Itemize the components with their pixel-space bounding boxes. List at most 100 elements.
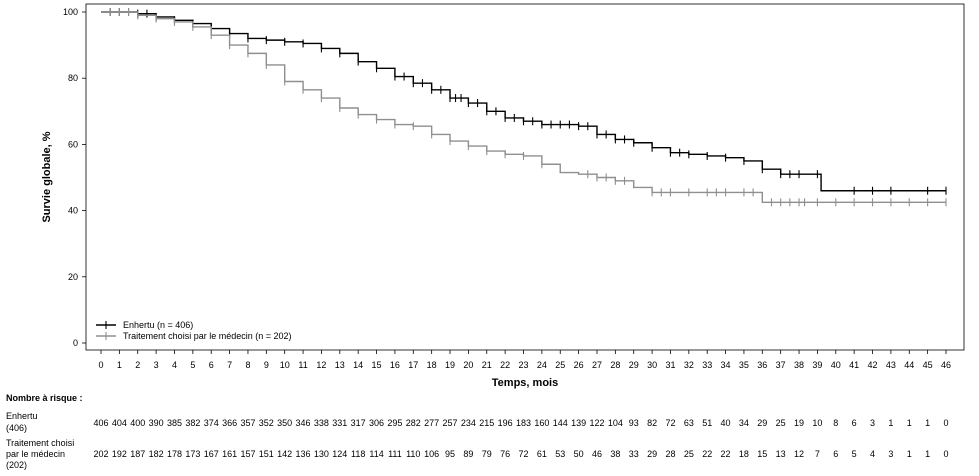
risk-value: 114 xyxy=(369,449,383,459)
x-tick-label: 0 xyxy=(98,360,103,370)
risk-value: 15 xyxy=(757,449,767,459)
risk-value: 104 xyxy=(608,418,623,428)
legend-label-tpc: Traitement choisi par le médecin (n = 20… xyxy=(123,331,292,341)
risk-value: 187 xyxy=(130,449,145,459)
x-tick-label: 36 xyxy=(757,360,767,370)
x-tick-label: 43 xyxy=(886,360,896,370)
risk-value: 25 xyxy=(776,418,786,428)
x-tick-label: 27 xyxy=(592,360,602,370)
risk-value: 8 xyxy=(833,418,838,428)
x-tick-label: 40 xyxy=(831,360,841,370)
x-tick-label: 19 xyxy=(445,360,455,370)
risk-value: 93 xyxy=(629,418,639,428)
risk-table-title: Nombre à risque : xyxy=(6,393,83,403)
x-tick-label: 26 xyxy=(574,360,584,370)
plot-frame xyxy=(85,3,965,351)
x-tick-label: 37 xyxy=(776,360,786,370)
risk-value: 331 xyxy=(332,418,347,428)
risk-value: 404 xyxy=(112,418,127,428)
y-tick-label: 80 xyxy=(68,73,78,83)
risk-value: 0 xyxy=(943,449,948,459)
risk-value: 38 xyxy=(610,449,620,459)
y-axis-label: Survie globale, % xyxy=(41,131,53,222)
x-tick-label: 29 xyxy=(629,360,639,370)
risk-value: 72 xyxy=(665,418,675,428)
risk-value: 118 xyxy=(351,449,365,459)
risk-row-label: par le médecin xyxy=(6,449,65,459)
y-tick-label: 20 xyxy=(68,272,78,282)
risk-value: 178 xyxy=(167,449,182,459)
risk-value: 76 xyxy=(500,449,510,459)
risk-value: 3 xyxy=(870,418,875,428)
risk-value: 142 xyxy=(277,449,292,459)
x-tick-label: 7 xyxy=(227,360,232,370)
risk-value: 29 xyxy=(757,418,767,428)
risk-value: 385 xyxy=(167,418,182,428)
risk-value: 51 xyxy=(702,418,712,428)
risk-value: 5 xyxy=(852,449,857,459)
risk-value: 295 xyxy=(387,418,402,428)
risk-value: 406 xyxy=(93,418,108,428)
x-tick-label: 21 xyxy=(482,360,492,370)
x-tick-label: 44 xyxy=(904,360,914,370)
risk-value: 0 xyxy=(943,418,948,428)
risk-value: 390 xyxy=(149,418,164,428)
risk-value: 257 xyxy=(443,418,458,428)
x-tick-label: 14 xyxy=(353,360,363,370)
risk-value: 46 xyxy=(592,449,602,459)
risk-value: 160 xyxy=(534,418,549,428)
risk-value: 306 xyxy=(369,418,384,428)
x-tick-label: 15 xyxy=(372,360,382,370)
risk-value: 151 xyxy=(259,449,274,459)
risk-value: 136 xyxy=(296,449,311,459)
risk-value: 95 xyxy=(445,449,455,459)
risk-value: 374 xyxy=(204,418,219,428)
risk-value: 183 xyxy=(516,418,531,428)
x-tick-label: 12 xyxy=(316,360,326,370)
risk-value: 182 xyxy=(149,449,164,459)
risk-value: 202 xyxy=(93,449,108,459)
risk-value: 12 xyxy=(794,449,804,459)
y-tick-label: 0 xyxy=(73,338,78,348)
risk-value: 338 xyxy=(314,418,329,428)
x-tick-label: 35 xyxy=(739,360,749,370)
risk-value: 7 xyxy=(815,449,820,459)
risk-value: 3 xyxy=(888,449,893,459)
x-tick-label: 18 xyxy=(427,360,437,370)
curves xyxy=(101,8,947,207)
x-tick-label: 1 xyxy=(117,360,122,370)
risk-value: 352 xyxy=(259,418,274,428)
risk-value: 6 xyxy=(833,449,838,459)
x-tick-label: 6 xyxy=(209,360,214,370)
risk-value: 53 xyxy=(555,449,565,459)
risk-value: 28 xyxy=(665,449,675,459)
x-tick-label: 46 xyxy=(941,360,951,370)
risk-value: 130 xyxy=(314,449,329,459)
risk-value: 111 xyxy=(388,449,402,459)
risk-value: 18 xyxy=(739,449,749,459)
risk-value: 192 xyxy=(112,449,127,459)
risk-value: 1 xyxy=(925,449,930,459)
risk-value: 29 xyxy=(647,449,657,459)
x-tick-label: 16 xyxy=(390,360,400,370)
risk-value: 61 xyxy=(537,449,547,459)
km-curve-series-1 xyxy=(101,11,946,192)
x-tick-label: 39 xyxy=(812,360,822,370)
x-tick-label: 23 xyxy=(518,360,528,370)
risk-value: 22 xyxy=(721,449,731,459)
risk-value: 25 xyxy=(684,449,694,459)
x-tick-label: 17 xyxy=(408,360,418,370)
x-tick-label: 5 xyxy=(190,360,195,370)
x-axis-label: Temps, mois xyxy=(492,377,558,389)
x-tick-label: 28 xyxy=(610,360,620,370)
risk-value: 350 xyxy=(277,418,292,428)
y-ticks: 0 20 40 60 80 100 xyxy=(63,7,86,348)
x-tick-label: 32 xyxy=(684,360,694,370)
legend-label-enhertu: Enhertu (n = 406) xyxy=(123,320,193,330)
x-tick-label: 31 xyxy=(665,360,675,370)
risk-value: 124 xyxy=(332,449,347,459)
x-tick-label: 22 xyxy=(500,360,510,370)
risk-value: 63 xyxy=(684,418,694,428)
risk-value: 346 xyxy=(296,418,311,428)
